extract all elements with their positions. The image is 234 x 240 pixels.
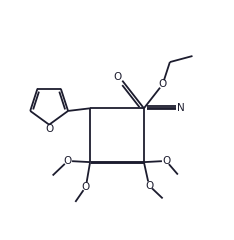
Text: O: O bbox=[158, 79, 167, 89]
Text: O: O bbox=[114, 72, 122, 82]
Text: O: O bbox=[64, 156, 72, 166]
Text: O: O bbox=[82, 182, 90, 192]
Text: O: O bbox=[145, 180, 153, 191]
Text: N: N bbox=[177, 103, 185, 113]
Text: O: O bbox=[45, 124, 53, 134]
Text: O: O bbox=[162, 156, 170, 166]
